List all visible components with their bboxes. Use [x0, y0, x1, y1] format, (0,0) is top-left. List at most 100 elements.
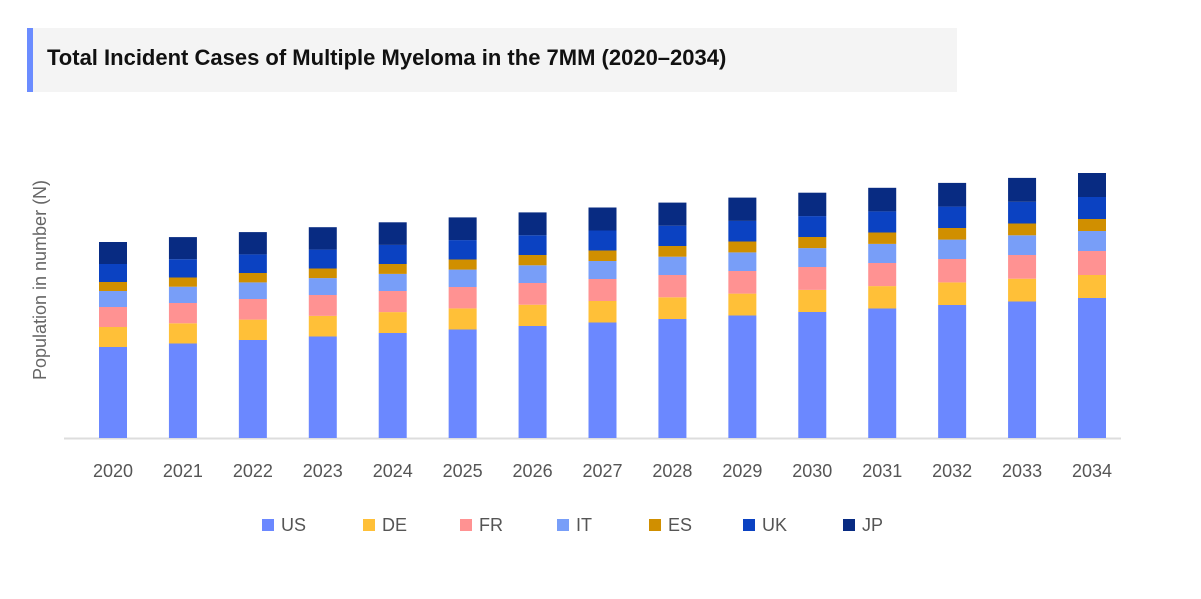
- bar-uk-2024: [378, 244, 407, 264]
- bar-it-2032: [938, 239, 967, 259]
- bar-fr-2024: [378, 291, 407, 313]
- bar-it-2023: [308, 278, 337, 295]
- bar-es-2025: [448, 259, 477, 270]
- bar-jp-2022: [238, 232, 267, 255]
- legend-item-us: US: [262, 515, 306, 535]
- legend-swatch: [843, 519, 855, 531]
- bar-us-2027: [588, 322, 617, 438]
- bar-es-2023: [308, 268, 337, 279]
- bar-jp-2027: [588, 207, 617, 231]
- x-tick-label: 2028: [652, 461, 692, 481]
- bar-uk-2032: [938, 206, 967, 228]
- legend-item-de: DE: [363, 515, 407, 535]
- x-tick-label: 2025: [443, 461, 483, 481]
- bar-us-2031: [868, 308, 897, 438]
- x-tick-label: 2022: [233, 461, 273, 481]
- x-tick-label: 2034: [1072, 461, 1112, 481]
- bar-it-2025: [448, 269, 477, 287]
- title-accent-bar: [27, 28, 33, 92]
- legend-item-it: IT: [557, 515, 592, 535]
- legend-swatch: [743, 519, 755, 531]
- bar-es-2024: [378, 264, 407, 274]
- bar-uk-2033: [1008, 201, 1037, 224]
- bar-us-2020: [99, 347, 127, 438]
- bar-uk-2025: [448, 240, 477, 260]
- bar-jp-2034: [1078, 173, 1106, 197]
- bar-es-2022: [238, 273, 267, 283]
- bar-jp-2029: [728, 197, 757, 221]
- legend-label: ES: [668, 515, 692, 535]
- legend-swatch: [557, 519, 569, 531]
- x-tick-label: 2029: [722, 461, 762, 481]
- bar-de-2029: [728, 293, 757, 316]
- legend-item-es: ES: [649, 515, 692, 535]
- bar-it-2030: [798, 248, 827, 267]
- bar-es-2030: [798, 237, 827, 249]
- bar-fr-2021: [168, 303, 197, 324]
- bar-de-2022: [238, 319, 267, 340]
- bar-de-2026: [518, 304, 547, 326]
- bar-fr-2026: [518, 283, 547, 305]
- x-tick-label: 2033: [1002, 461, 1042, 481]
- bar-de-2032: [938, 282, 967, 305]
- bar-de-2033: [1008, 278, 1037, 302]
- bar-us-2023: [308, 336, 337, 438]
- bar-it-2033: [1008, 235, 1037, 255]
- bar-it-2026: [518, 265, 547, 283]
- x-tick-label: 2026: [513, 461, 553, 481]
- bar-es-2031: [868, 232, 897, 244]
- bar-us-2032: [938, 305, 967, 438]
- bar-de-2027: [588, 301, 617, 323]
- bar-uk-2026: [518, 235, 547, 255]
- bar-es-2032: [938, 228, 967, 240]
- bar-jp-2026: [518, 212, 547, 236]
- legend-swatch: [649, 519, 661, 531]
- bar-fr-2032: [938, 259, 967, 283]
- bar-de-2030: [798, 289, 827, 312]
- bar-us-2026: [518, 326, 547, 438]
- bar-uk-2022: [238, 254, 267, 273]
- bar-fr-2029: [728, 271, 757, 294]
- legend-swatch: [262, 519, 274, 531]
- legend-label: JP: [862, 515, 883, 535]
- bar-es-2026: [518, 255, 547, 266]
- bar-jp-2028: [658, 202, 687, 226]
- bar-uk-2028: [658, 225, 687, 246]
- chart-title: Total Incident Cases of Multiple Myeloma…: [47, 45, 727, 70]
- bar-fr-2020: [99, 307, 127, 327]
- bar-es-2020: [99, 282, 127, 291]
- legend-item-jp: JP: [843, 515, 883, 535]
- bar-es-2034: [1078, 219, 1106, 231]
- bar-de-2025: [448, 308, 477, 330]
- bar-es-2021: [168, 277, 197, 287]
- bar-de-2021: [168, 323, 197, 344]
- bar-es-2027: [588, 250, 617, 261]
- bar-jp-2020: [99, 242, 127, 264]
- bar-uk-2029: [728, 220, 757, 242]
- bar-fr-2022: [238, 299, 267, 320]
- bar-de-2023: [308, 315, 337, 337]
- legend-item-fr: FR: [460, 515, 503, 535]
- legend-label: DE: [382, 515, 407, 535]
- x-tick-label: 2031: [862, 461, 902, 481]
- legend-label: US: [281, 515, 306, 535]
- bar-fr-2034: [1078, 251, 1106, 275]
- bar-uk-2023: [308, 249, 337, 269]
- bar-us-2021: [168, 343, 197, 438]
- legend-swatch: [363, 519, 375, 531]
- bar-jp-2023: [308, 227, 337, 250]
- bar-us-2022: [238, 340, 267, 438]
- bar-de-2028: [658, 297, 687, 319]
- x-tick-label: 2027: [582, 461, 622, 481]
- bar-jp-2030: [798, 192, 827, 217]
- x-tick-label: 2024: [373, 461, 413, 481]
- x-tick-label: 2020: [93, 461, 133, 481]
- bar-us-2030: [798, 312, 827, 438]
- legend-label: UK: [762, 515, 787, 535]
- bar-it-2034: [1078, 231, 1106, 251]
- bar-jp-2021: [168, 237, 197, 260]
- bar-uk-2034: [1078, 197, 1106, 219]
- x-tick-label: 2032: [932, 461, 972, 481]
- legend-label: IT: [576, 515, 592, 535]
